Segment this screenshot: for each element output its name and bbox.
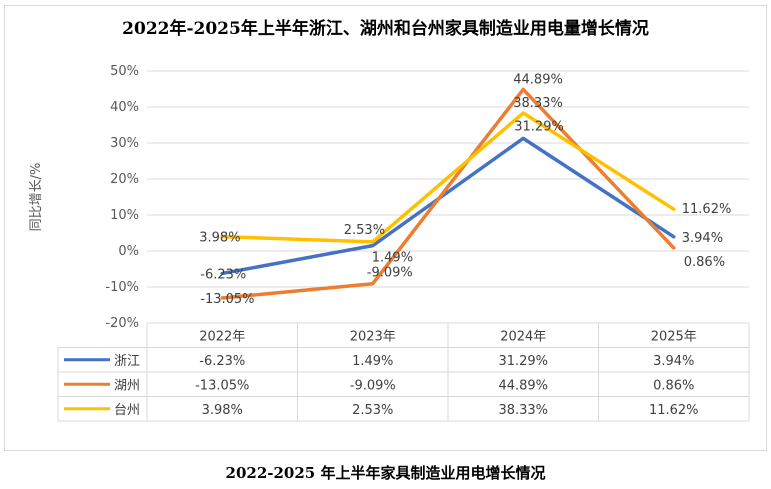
data-label: 0.86% [684,255,725,270]
legend-entry: 浙江 [114,354,140,369]
y-tick-label: 40% [110,100,139,115]
table-cell: 1.49% [352,354,393,369]
data-label: 2.53% [344,223,385,238]
data-label: 1.49% [372,251,413,266]
data-label: -6.23% [200,267,246,282]
table-header-cell: 2024年 [500,329,546,344]
y-tick-label: -20% [105,316,139,331]
y-tick-label: 10% [110,208,139,223]
y-tick-label: 30% [110,136,139,151]
data-label: 31.29% [514,119,564,134]
table-cell: 2.53% [352,403,393,418]
y-tick-labels: -20% -10% 0% 10% 20% 30% 40% 50% [105,64,139,331]
series-line [220,136,676,276]
table-cell: 31.29% [498,354,548,369]
table-header-cell: 2025年 [651,329,697,344]
data-label: 44.89% [513,72,563,87]
y-axis-label: 同比增长/% [29,163,44,232]
table-header-cell: 2023年 [350,329,396,344]
table-cell: 3.98% [202,403,243,418]
table-cell: -6.23% [199,354,245,369]
table-cell: 38.33% [498,403,548,418]
y-tick-label: 50% [110,64,139,79]
series-lines [220,87,676,300]
chart-plot: -20%-10%0%10%20%30%40%50% 同比增长/% 2022年 20… [29,64,750,422]
data-labels: -6.23% 1.49% 31.29% 3.94% -13.05% -9.09% 44.89… [199,72,731,307]
chart-title: 2022年-2025年上半年浙江、湖州和台州家具制造业用电量增长情况 [122,19,649,39]
series-line [220,87,676,300]
figure-caption: 2022-2025 年上半年家具制造业用电增长情况 [225,464,546,482]
data-label: -9.09% [367,266,413,281]
legend-entry: 湖州 [114,378,140,393]
series-line [220,111,676,244]
chart-frame [4,5,767,451]
data-label: 11.62% [682,202,732,217]
gridlines [147,70,749,324]
y-tick-label: -10% [105,280,139,295]
table-cell: 11.62% [649,403,699,418]
legend-entry: 台州 [114,403,140,418]
data-label: 38.33% [513,96,563,111]
table-header-cell: 2022年 [199,329,245,344]
y-tick-label: 20% [110,172,139,187]
y-tick-label: 0% [118,244,139,259]
table-cell: -9.09% [350,378,396,393]
data-label: -13.05% [200,292,254,307]
data-label: 3.98% [199,231,240,246]
table-cell: -13.05% [195,378,249,393]
table-cell: 3.94% [653,354,694,369]
table-cell: 0.86% [653,378,694,393]
data-label: 3.94% [682,231,723,246]
table-cell: 44.89% [498,378,548,393]
